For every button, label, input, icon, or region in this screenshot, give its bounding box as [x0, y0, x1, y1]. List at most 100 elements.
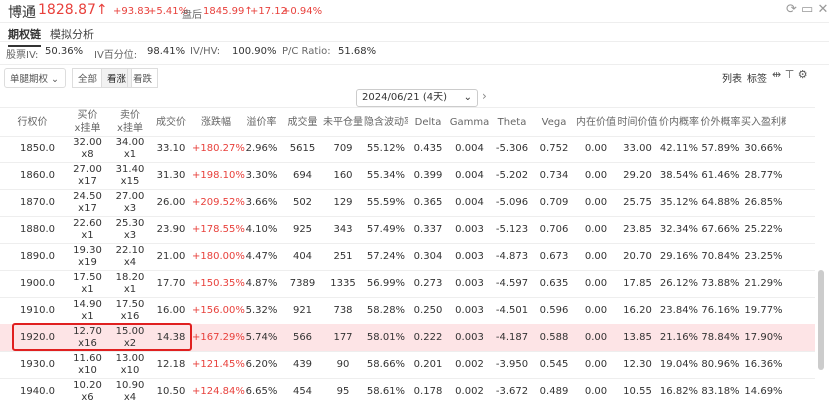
header-line: 价内概率: [659, 117, 699, 128]
table-cell: 33.00: [623, 143, 652, 154]
table-row[interactable]: 1860.0 27.00 x17 31.40 x15 31.30 +198.10% 3.30%…: [0, 162, 815, 190]
table-row[interactable]: 1900.0 17.50 x1 18.20 x1 17.70 +150.35% 4.87% 73…: [0, 270, 815, 298]
table-cell: 0.00: [584, 332, 608, 343]
table-cell: 64.88%: [701, 197, 740, 208]
scrollbar[interactable]: [818, 270, 824, 370]
table-cell: 709: [333, 143, 353, 154]
table-cell: 0.635: [539, 278, 569, 289]
table-row[interactable]: 1880.0 22.60 x1 25.30 x3 23.90 +178.55% 4.10% 92…: [0, 216, 815, 244]
table-cell: 0.004: [455, 197, 484, 208]
tab[interactable]: 模拟分析: [50, 28, 94, 41]
table-cell: 23.84%: [659, 305, 699, 316]
date-select[interactable]: 2024/06/21 (4天) ⌄: [356, 89, 478, 107]
table-cell: 0.004: [455, 143, 484, 154]
stat-value: 50.36%: [45, 46, 84, 57]
tab[interactable]: 期权链: [8, 26, 41, 47]
after-label: 盘后: [182, 10, 202, 21]
quote-cell: 25.30 x3: [110, 218, 150, 242]
table-row[interactable]: 1910.0 14.90 x1 17.50 x16 16.00 +156.00% 5.32% 9…: [0, 297, 815, 325]
table-cell: 23.85: [623, 224, 652, 235]
table-cell: 0.00: [584, 305, 608, 316]
tag-btn[interactable]: 标签: [747, 74, 767, 85]
header-line: 卖价: [120, 110, 140, 121]
filter-btn[interactable]: 全部: [72, 68, 104, 88]
column-header: 时间价值: [617, 116, 658, 129]
table-cell: 694: [292, 170, 313, 181]
table-cell: 0.250: [413, 305, 443, 316]
quote-line: x1: [81, 311, 94, 322]
filter-btn[interactable]: 看涨: [101, 68, 133, 88]
table-cell: 4.47%: [245, 251, 278, 262]
table-cell: 17.85: [623, 278, 652, 289]
header-line: 未平仓量: [323, 117, 363, 128]
list-btn[interactable]: 列表: [722, 74, 742, 85]
table-cell: 58.61%: [366, 386, 406, 397]
table-cell: 0.588: [539, 332, 569, 343]
highlight-box: [12, 323, 192, 351]
quote-cell: 19.30 x19: [65, 245, 110, 269]
quote-line: x10: [78, 365, 97, 376]
column-header: 买入盈利概: [741, 116, 786, 129]
stat-value: 100.90%: [232, 46, 277, 57]
table-row[interactable]: 1890.0 19.30 x19 22.10 x4 21.00 +180.00% 4.47% 4…: [0, 243, 815, 271]
window-icons[interactable]: ⟳ ▭ ✕: [786, 2, 829, 17]
table-cell: -5.202: [495, 170, 529, 181]
table-cell: 29.16%: [659, 251, 699, 262]
table-row[interactable]: 1940.0 10.20 x6 10.90 x4 10.50 +124.84% 6.65% 45…: [0, 378, 815, 403]
table-cell: 67.66%: [701, 224, 740, 235]
column-header: 行权价: [0, 116, 65, 129]
header-line: 时间价值: [617, 117, 658, 128]
table-cell: 5.32%: [245, 305, 278, 316]
header-line: x挂单: [117, 123, 143, 134]
table-cell: 26.85%: [744, 197, 783, 208]
table-cell: -3.950: [495, 359, 529, 370]
table-cell: 57.89%: [701, 143, 740, 154]
table-cell: +209.52%: [192, 197, 245, 208]
table-row[interactable]: 1870.0 24.50 x17 27.00 x3 26.00 +209.52% 3.66% 5…: [0, 189, 815, 217]
table-cell: 16.36%: [744, 359, 783, 370]
quote-line: 27.00: [73, 164, 102, 175]
table-cell: 21.16%: [659, 332, 699, 343]
table-cell: 1900.0: [20, 278, 55, 289]
column-header: 成交价: [150, 116, 192, 129]
table-cell: 0.00: [584, 170, 608, 181]
table-cell: 31.30: [156, 170, 186, 181]
table-header: 行权价 买价 x挂单 卖价 x挂单 成交价 涨跌幅 溢价率成交量未平仓量隐含波动率 Delta G…: [0, 107, 815, 137]
quote-line: x2: [123, 338, 137, 349]
table-cell: 0.178: [413, 386, 443, 397]
table-cell: 21.29%: [744, 278, 783, 289]
table-row[interactable]: 1850.0 32.00 x8 34.00 x1 33.10 +180.27% 2.96% 56…: [0, 135, 815, 163]
table-cell: 21.00: [156, 251, 186, 262]
table-cell: 566: [292, 332, 313, 343]
table-cell: 57.49%: [366, 224, 406, 235]
table-cell: +121.45%: [192, 359, 245, 370]
table-cell: +178.55%: [192, 224, 245, 235]
table-cell: 1335: [330, 278, 356, 289]
quote-line: x16: [78, 338, 97, 349]
table-cell: -5.096: [495, 197, 529, 208]
filter-btn[interactable]: 看跌: [127, 68, 159, 88]
table-cell: 33.10: [156, 143, 186, 154]
table-cell: 32.34%: [659, 224, 699, 235]
stat-label: 股票IV:: [6, 50, 39, 61]
quote-cell: 17.50 x1: [65, 272, 110, 296]
next-date[interactable]: ›: [482, 89, 487, 103]
table-row[interactable]: 1920.0 12.70 x16 15.00 x2 14.38 +167.29% 5.74% 5…: [0, 324, 815, 352]
quote-line: 34.00: [115, 137, 145, 148]
table-cell: 6.20%: [245, 359, 278, 370]
toolbar-icons[interactable]: ⇹ ⊤ ⚙: [772, 68, 808, 81]
stat-label: P/C Ratio:: [282, 46, 331, 57]
table-cell: 23.90: [156, 224, 186, 235]
header-line: Gamma: [449, 117, 490, 128]
quote-cell: 34.00 x1: [110, 137, 150, 161]
table-cell: 5615: [289, 143, 316, 154]
strategy-select[interactable]: 单腿期权 ⌄: [4, 68, 66, 88]
table-cell: 1940.0: [20, 386, 55, 397]
table-row[interactable]: 1930.0 11.60 x10 13.00 x10 12.18 +121.45% 6.20%…: [0, 351, 815, 379]
table-cell: 35.12%: [659, 197, 699, 208]
quote-line: x1: [123, 149, 137, 160]
table-cell: 0.734: [539, 170, 569, 181]
table-cell: 0.00: [584, 224, 608, 235]
table-cell: 90: [336, 359, 350, 370]
table-cell: 55.59%: [366, 197, 406, 208]
